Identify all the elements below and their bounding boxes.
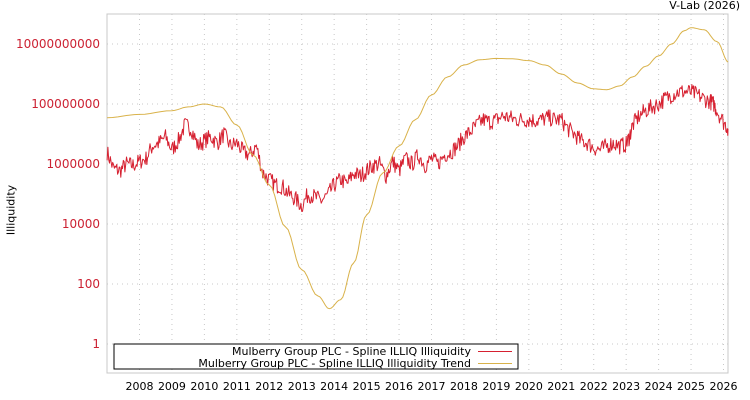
x-tick-label: 2025 bbox=[677, 380, 705, 393]
x-tick-label: 2024 bbox=[645, 380, 673, 393]
plot-frame bbox=[106, 13, 729, 374]
y-tick-label: 1000000 bbox=[47, 157, 100, 171]
x-tick-label: 2019 bbox=[482, 380, 510, 393]
y-tick-label: 100000000 bbox=[31, 97, 100, 111]
y-axis-ticks: 1 100 10000 1000000 100000000 10000000000 bbox=[16, 37, 100, 351]
x-tick-label: 2009 bbox=[158, 380, 186, 393]
x-tick-label: 2022 bbox=[580, 380, 608, 393]
legend-box bbox=[113, 343, 519, 370]
x-tick-label: 2014 bbox=[320, 380, 348, 393]
x-tick-label: 2008 bbox=[126, 380, 154, 393]
x-tick-label: 2012 bbox=[255, 380, 283, 393]
legend-label-trend: Mulberry Group PLC - Spline ILLIQ Illiqu… bbox=[198, 357, 471, 370]
x-tick-label: 2017 bbox=[418, 380, 446, 393]
y-tick-label: 10000000000 bbox=[16, 37, 100, 51]
x-tick-label: 2018 bbox=[450, 380, 478, 393]
legend: Mulberry Group PLC - Spline ILLIQ Illiqu… bbox=[113, 343, 519, 370]
y-tick-label: 100 bbox=[77, 277, 100, 291]
y-tick-label: 10000 bbox=[62, 217, 100, 231]
x-tick-label: 2015 bbox=[353, 380, 381, 393]
x-tick-label: 2016 bbox=[385, 380, 413, 393]
grid-lines bbox=[107, 14, 728, 373]
x-tick-label: 2013 bbox=[288, 380, 316, 393]
x-tick-label: 2021 bbox=[547, 380, 575, 393]
x-tick-label: 2010 bbox=[190, 380, 218, 393]
illiquidity-trend-line bbox=[107, 27, 729, 310]
x-tick-label: 2011 bbox=[223, 380, 251, 393]
y-tick-label: 1 bbox=[92, 337, 100, 351]
x-tick-label: 2020 bbox=[515, 380, 543, 393]
x-tick-label: 2023 bbox=[612, 380, 640, 393]
series-lines bbox=[106, 27, 729, 310]
x-tick-label: 2026 bbox=[710, 380, 738, 393]
chart-credit: V-Lab (2026) bbox=[669, 0, 740, 12]
illiquidity-line bbox=[106, 84, 729, 212]
legend-label-illiquidity: Mulberry Group PLC - Spline ILLIQ Illiqu… bbox=[232, 345, 472, 358]
x-axis-ticks: 2008 2009 2010 2011 2012 2013 2014 2015 2016 2017… bbox=[126, 380, 738, 393]
